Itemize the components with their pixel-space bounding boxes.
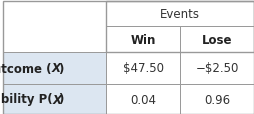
Bar: [179, 27, 253, 53]
Bar: [106, 84, 179, 114]
Text: X: X: [52, 93, 61, 106]
Bar: [3, 53, 106, 84]
Text: 0.04: 0.04: [130, 93, 155, 106]
Text: −$2.50: −$2.50: [195, 62, 238, 75]
Text: ): ): [58, 93, 63, 106]
Text: 0.96: 0.96: [203, 93, 229, 106]
Text: Events: Events: [159, 8, 199, 21]
Bar: [179, 53, 253, 84]
Text: $47.50: $47.50: [122, 62, 163, 75]
Bar: [106, 2, 253, 27]
Text: Win: Win: [130, 33, 155, 46]
Bar: [179, 84, 253, 114]
Text: Outcome (: Outcome (: [0, 62, 51, 75]
Text: ): ): [58, 62, 63, 75]
Bar: [106, 53, 179, 84]
Text: Probability P(: Probability P(: [0, 93, 52, 106]
Bar: [106, 2, 253, 53]
Text: Lose: Lose: [201, 33, 231, 46]
Text: X: X: [51, 62, 60, 75]
Bar: [106, 27, 179, 53]
Bar: [3, 84, 106, 114]
